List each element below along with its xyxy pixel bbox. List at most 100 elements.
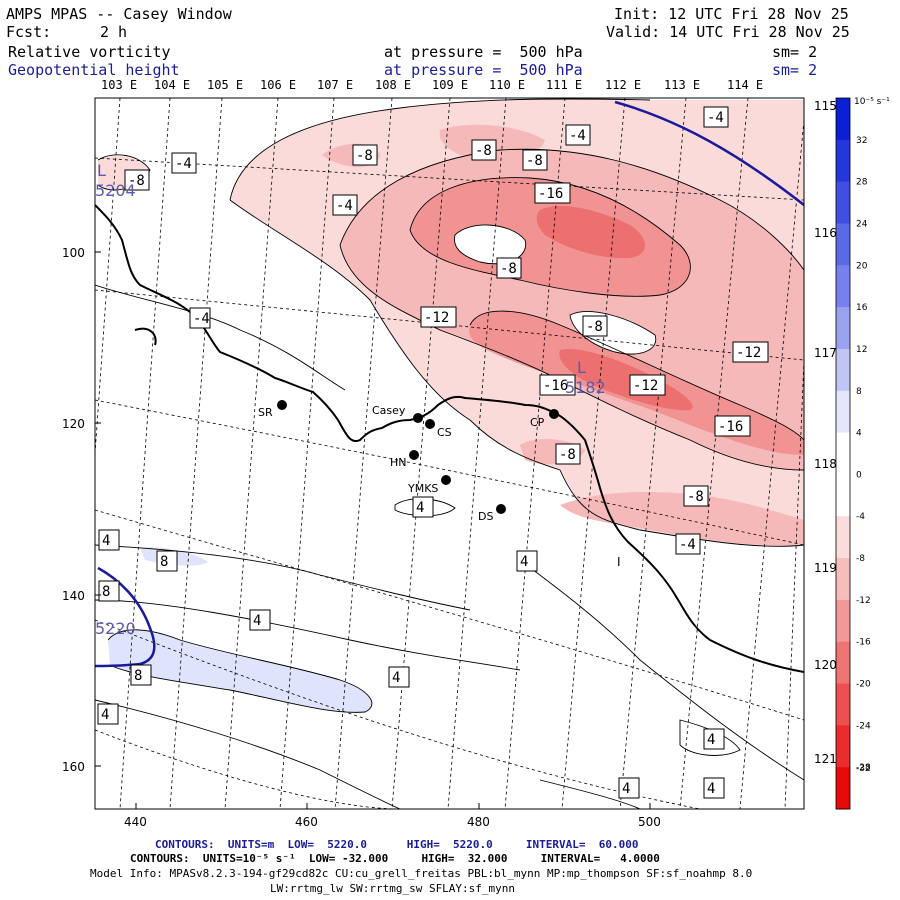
contour-label: -12 [732,341,769,363]
svg-text:8: 8 [160,554,168,570]
x-axis-label: 440 [124,815,147,829]
geopotential-contours [95,100,804,668]
colorbar-unit-label: 10⁻⁵ s⁻¹ [854,97,890,107]
colorbar-swatch [836,98,850,141]
svg-text:4: 4 [707,781,715,797]
svg-text:4: 4 [101,707,109,723]
field1-smoothing: sm= 2 [772,43,818,61]
contour-label: -4 [565,124,591,146]
meridian-line [391,98,451,809]
station-label-ymks: YMKS [407,482,438,495]
contour-label: -8 [496,257,522,279]
contour-line [679,719,741,756]
field2-smoothing: sm= 2 [772,61,818,79]
vorticity-region-neg-deep [536,205,645,259]
contour-label: 4 [516,550,538,572]
station-marker-hn[interactable] [409,450,419,460]
meridian-line [447,98,507,809]
contour-label: -12 [420,306,457,328]
contour-line [95,699,401,809]
colorbar-tick-label: -20 [856,680,871,690]
station-marker-cp[interactable] [549,409,559,419]
colorbar-tick-label: 0 [856,470,862,480]
contour-label: 8 [130,664,152,686]
svg-text:8: 8 [134,668,142,684]
geopotential-value-label: 5182 [565,378,606,397]
colorbar-frame [835,97,851,810]
station-marker-ds[interactable] [496,504,506,514]
station-label-hn: HN [390,456,407,469]
y-axis-label: 140 [62,589,85,603]
map-title: AMPS MPAS -- Casey Window [6,5,232,23]
svg-text:8: 8 [102,584,110,600]
contour-line [469,310,804,441]
contour-line [539,779,641,809]
station-markers [277,400,559,514]
lon-label: 112 E [605,78,642,92]
colorbar-tick-label: -16 [856,638,871,648]
meridian-line [504,98,566,809]
meridian-line [739,119,804,809]
contour-label: 4 [618,777,640,799]
station-label-ds: DS [478,510,493,523]
meridian-line [334,98,393,809]
footer-model-info: Model Info: MPASv8.2.3-194-gf29cd82c CU:… [90,867,753,880]
station-marker-casey[interactable] [413,413,423,423]
colorbar-tick-label: 12 [856,345,867,355]
colorbar-swatch [836,558,850,601]
field2-level: at pressure = 500 hPa [384,61,583,79]
y-axis: 100 120 140 160 [62,246,101,774]
contour-label: -8 [582,315,608,337]
colorbar-tick-label: 28 [856,178,868,188]
colorbar-swatch [836,390,850,434]
geopotential-value-label: 5204 [95,181,136,200]
contour-label: 4 [98,529,120,551]
x-axis-label: 460 [295,815,318,829]
field1-name: Relative vorticity [8,43,171,61]
station-labels: SR Casey CS CP HN YMKS DS [258,404,545,523]
colorbar-swatch [836,767,850,810]
station-label-cp: CP [530,416,545,429]
map-frame [94,97,805,810]
footer-low: LOW= -32.000 [308,852,389,865]
field1-level: at pressure = 500 hPa [384,43,583,61]
y-axis-label: 160 [62,760,85,774]
colorbar-tick-label: -24 [856,721,871,731]
station-marker-sr[interactable] [277,400,287,410]
svg-text:-12: -12 [633,378,658,394]
contour-label: -8 [555,443,581,465]
vorticity-region-zero [454,224,526,264]
svg-text:4: 4 [392,670,400,686]
contour-line [95,284,346,391]
footer-model-info2: LW:rrtmg_lw SW:rrtmg_sw SFLAY:sf_mynn [270,882,516,895]
svg-text:4: 4 [102,533,110,549]
contour-label: 4 [249,609,271,631]
svg-text:4: 4 [253,613,261,629]
svg-text:-4: -4 [679,537,696,553]
station-marker-cs[interactable] [425,419,435,429]
contour-label: 4 [388,666,410,688]
colorbar-swatch [836,265,850,308]
contour-label: 4 [703,777,725,799]
svg-text:-16: -16 [718,419,743,435]
svg-text:-8: -8 [128,173,145,189]
contour-label: 4 [97,703,119,725]
svg-text:-12: -12 [736,345,761,361]
parallel-line [95,729,401,809]
svg-text:-8: -8 [526,153,543,169]
contour-line [339,148,804,271]
svg-text:-4: -4 [707,110,724,126]
x-axis-label: 500 [638,815,661,829]
svg-text:-8: -8 [586,319,603,335]
station-marker-ymks[interactable] [441,475,451,485]
meridian-line [279,98,335,809]
lon-label: 108 E [375,78,412,92]
contour-label: -8 [683,485,709,507]
svg-text:4: 4 [416,500,424,516]
footer-high: HIGH= 32.000 [421,852,508,865]
geopotential-value-label: 5220 [95,619,136,638]
svg-text:4: 4 [707,732,715,748]
contour-label: -8 [352,144,378,166]
contour-label: -16 [534,182,571,204]
colorbar-tick-label: -4 [856,512,865,522]
